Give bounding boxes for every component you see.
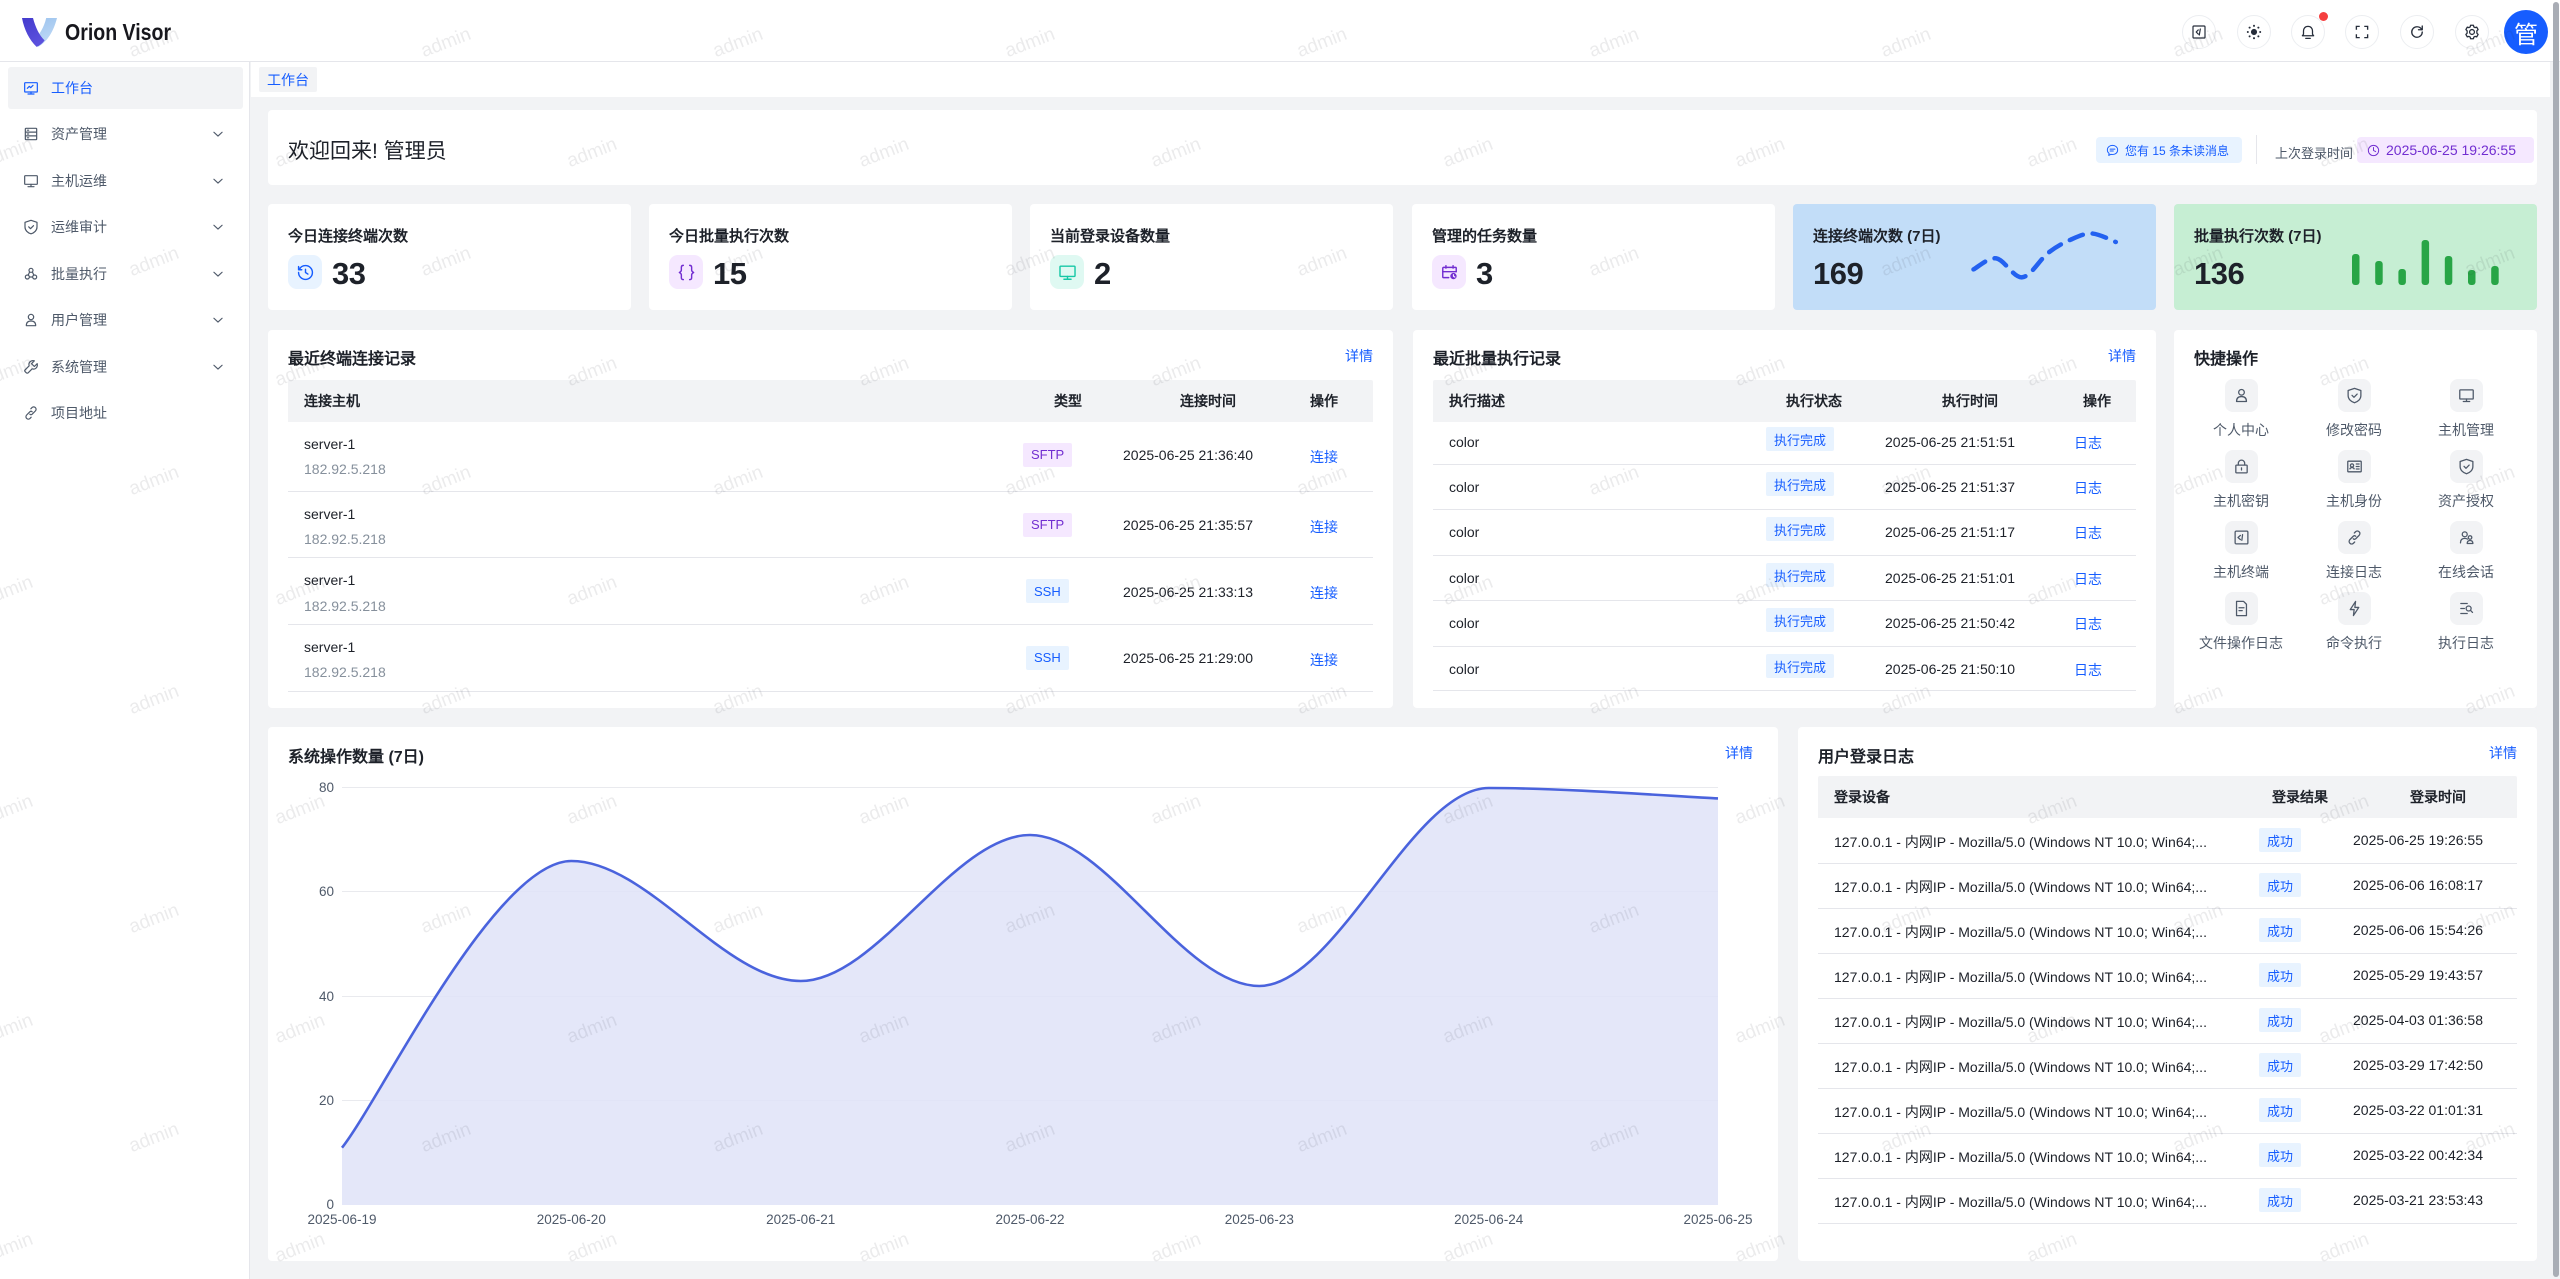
svg-text:20: 20 [319, 1093, 334, 1108]
svg-text:60: 60 [319, 884, 334, 899]
svg-text:2025-06-21: 2025-06-21 [766, 1212, 835, 1227]
svg-text:2025-06-25: 2025-06-25 [1683, 1212, 1752, 1227]
svg-text:2025-06-24: 2025-06-24 [1454, 1212, 1524, 1227]
svg-text:2025-06-19: 2025-06-19 [307, 1212, 376, 1227]
svg-text:2025-06-22: 2025-06-22 [995, 1212, 1064, 1227]
svg-text:0: 0 [326, 1197, 334, 1212]
svg-text:40: 40 [319, 989, 334, 1004]
svg-text:80: 80 [319, 780, 334, 795]
svg-text:2025-06-20: 2025-06-20 [537, 1212, 606, 1227]
svg-text:2025-06-23: 2025-06-23 [1225, 1212, 1294, 1227]
